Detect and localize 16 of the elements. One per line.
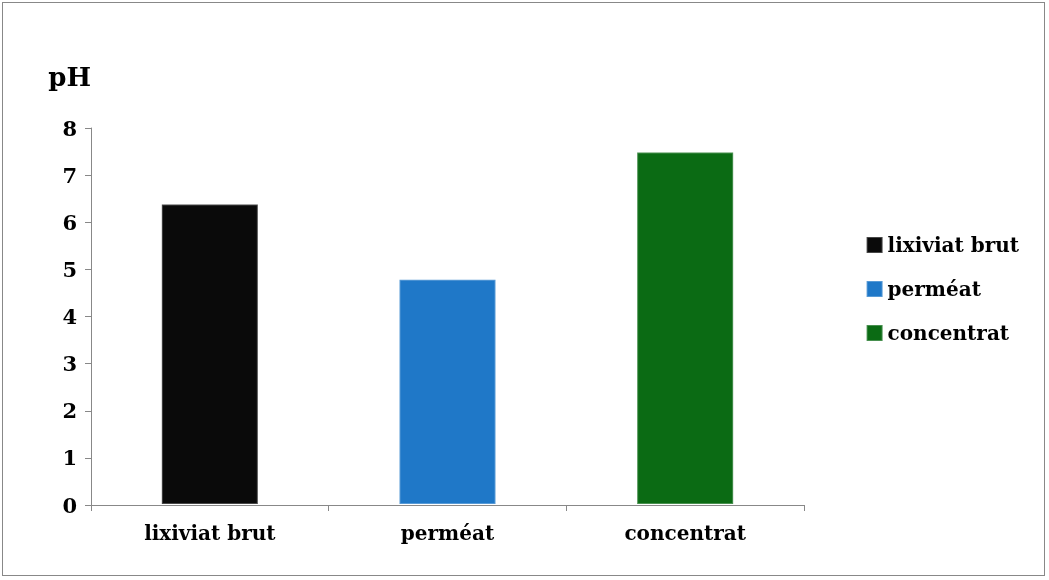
x-tick-label: lixiviat brut <box>144 521 277 545</box>
y-tick-label: 5 <box>62 256 77 282</box>
y-tick-label: 4 <box>62 304 77 329</box>
y-tick-label: 3 <box>62 351 77 377</box>
y-tick-label: 8 <box>62 115 77 141</box>
y-tick-label: 7 <box>62 162 77 188</box>
legend-label: perméat <box>887 277 982 301</box>
x-tick-label: concentrat <box>624 521 747 545</box>
y-tick-label: 0 <box>62 492 77 518</box>
y-tick-label: 2 <box>62 398 77 424</box>
y-tick-label: 6 <box>62 209 77 235</box>
legend-label: lixiviat brut <box>887 233 1020 257</box>
legend-label: concentrat <box>887 321 1010 345</box>
x-tick-label: perméat <box>400 521 495 545</box>
y-axis-title: pH <box>48 62 91 92</box>
y-tick-label: 1 <box>62 445 77 471</box>
